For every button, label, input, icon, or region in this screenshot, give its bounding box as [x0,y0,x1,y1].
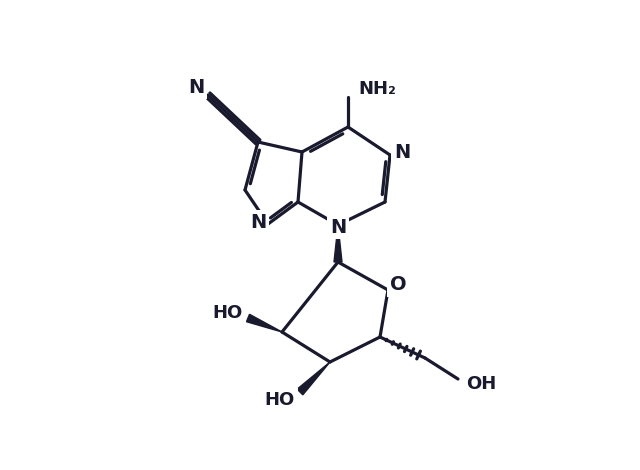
Polygon shape [246,314,282,332]
Text: NH₂: NH₂ [358,80,396,98]
Text: HO: HO [265,391,295,409]
Text: O: O [390,275,406,295]
Polygon shape [334,225,342,262]
Text: N: N [188,78,204,96]
Text: N: N [330,218,346,236]
Text: N: N [250,212,266,232]
Text: HO: HO [212,304,243,322]
Text: OH: OH [466,375,496,393]
Polygon shape [297,362,330,395]
Text: N: N [394,142,410,162]
